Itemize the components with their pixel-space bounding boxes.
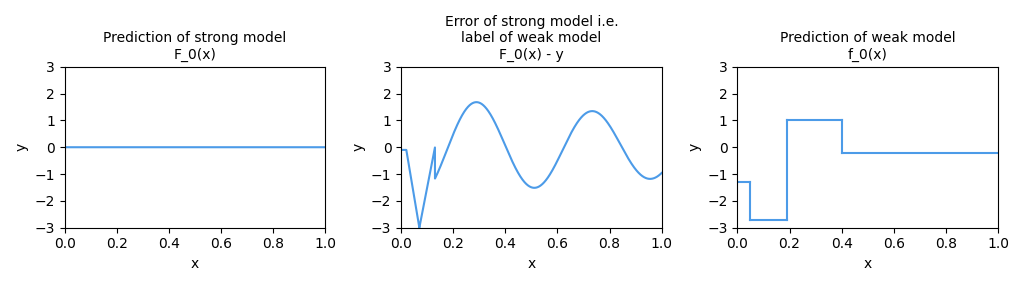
Title: Prediction of strong model
F_0(x): Prediction of strong model F_0(x) <box>103 31 287 61</box>
Y-axis label: y: y <box>15 143 29 151</box>
Y-axis label: y: y <box>688 143 701 151</box>
Title: Error of strong model i.e.
label of weak model
F_0(x) - y: Error of strong model i.e. label of weak… <box>444 15 618 61</box>
Title: Prediction of weak model
f_0(x): Prediction of weak model f_0(x) <box>780 31 955 61</box>
Y-axis label: y: y <box>351 143 366 151</box>
X-axis label: x: x <box>190 257 200 271</box>
X-axis label: x: x <box>863 257 871 271</box>
X-axis label: x: x <box>527 257 536 271</box>
